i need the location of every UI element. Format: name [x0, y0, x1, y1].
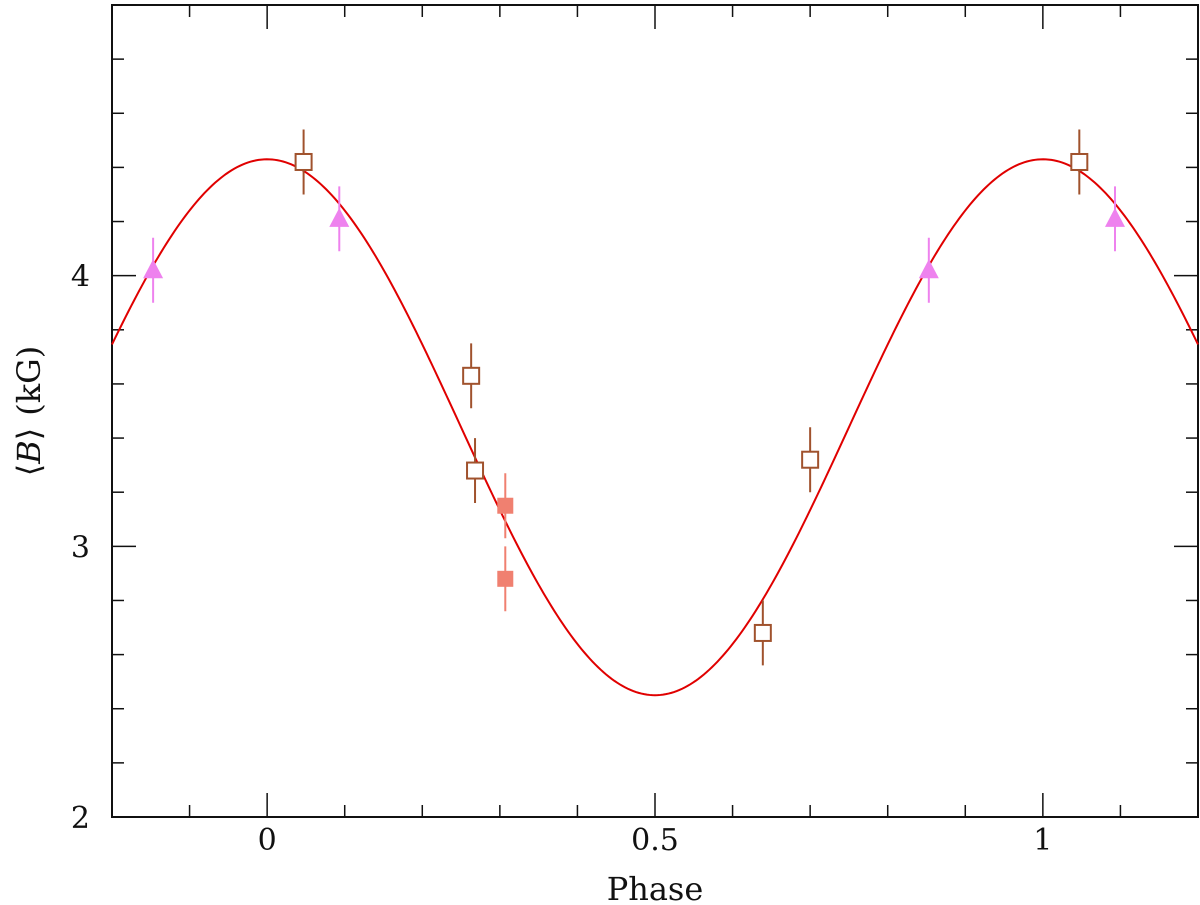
fit-curve [111, 158, 1199, 697]
data-point-open-square [466, 461, 485, 480]
tick-labels: 0 0.5 1 2 3 4 [71, 260, 1052, 858]
y-tick-label: 3 [71, 530, 90, 565]
data-point-open-square [294, 152, 313, 171]
data-points-layer [143, 129, 1125, 666]
data-point-open-square [1070, 152, 1089, 171]
x-tick-label: 1 [1033, 823, 1052, 858]
y-axis-title-open: ⟨ [10, 464, 48, 476]
y-axis-title: ⟨B⟩ (kG) [10, 346, 48, 476]
y-axis-title-unit: (kG) [10, 346, 48, 416]
data-point-open-square [753, 623, 772, 642]
data-point-triangle [329, 207, 350, 227]
y-tick-label: 2 [71, 801, 90, 836]
data-point-open-square [462, 366, 481, 385]
x-axis-title: Phase [607, 870, 704, 905]
data-point-triangle [143, 259, 164, 279]
axis-ticks [111, 4, 1199, 818]
y-tick-label: 4 [71, 260, 90, 295]
y-axis-title-var: B [10, 440, 48, 465]
data-point-filled-square [497, 497, 514, 514]
x-tick-label: 0 [258, 823, 277, 858]
data-point-filled-square [497, 570, 514, 587]
y-axis-title-close: ⟩ [10, 428, 48, 440]
data-point-triangle [918, 259, 939, 279]
data-point-triangle [1104, 207, 1125, 227]
data-point-open-square [801, 450, 820, 469]
x-tick-label: 0.5 [631, 823, 679, 858]
fit-curve-layer [111, 158, 1199, 697]
